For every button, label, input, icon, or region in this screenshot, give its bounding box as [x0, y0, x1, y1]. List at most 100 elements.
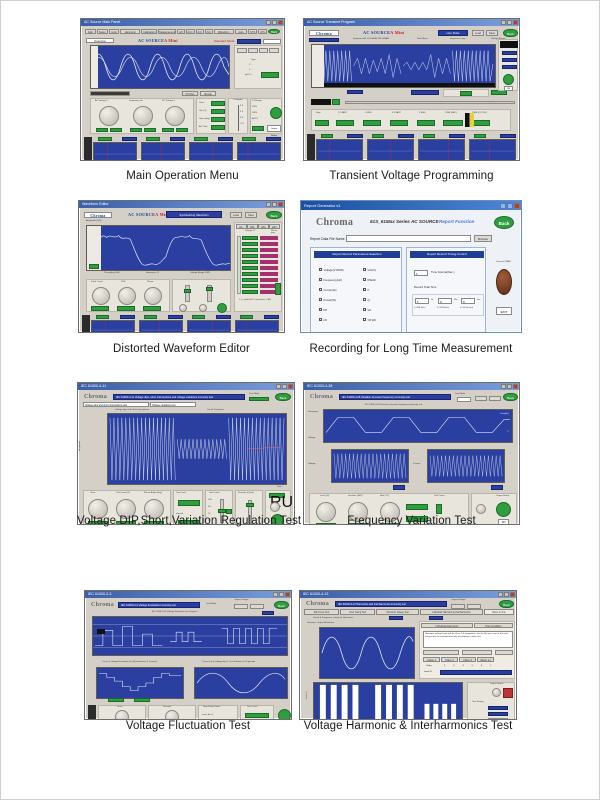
save-button[interactable] [489, 396, 501, 401]
duration-knob[interactable] [348, 502, 368, 522]
tab-individual-harmonic[interactable]: Individual Harmonic & Interharmonics [419, 609, 484, 615]
tab-over-swing[interactable]: Over Swing Test [340, 609, 376, 615]
output-indicator[interactable] [496, 502, 511, 517]
app-window[interactable]: IEC 61000-4-11 Chroma IEC 61000-4-11 Vol… [77, 382, 295, 525]
curve-button[interactable] [245, 713, 269, 718]
checkbox-icon[interactable] [319, 308, 322, 312]
scope-harmonic-toggle[interactable] [242, 137, 256, 141]
time-interval-input[interactable]: 1 [414, 270, 428, 276]
control-value[interactable] [443, 120, 463, 126]
toolbar-item[interactable]: Edit [85, 29, 96, 34]
close-icon[interactable] [285, 592, 290, 597]
harmonic-tab[interactable]: H1-H10 [236, 224, 247, 229]
checkbox-icon[interactable] [363, 268, 366, 271]
checkbox-icon[interactable] [363, 288, 366, 292]
close-icon[interactable] [288, 384, 293, 389]
stop-button[interactable] [271, 514, 284, 524]
phase-angle-knob[interactable] [144, 499, 164, 519]
checkbox-item[interactable]: Vdc(V) [363, 268, 376, 272]
checkbox-icon[interactable] [319, 298, 322, 302]
browse-button[interactable]: Browse [474, 235, 492, 242]
test-mode-value[interactable] [457, 397, 471, 402]
load-button[interactable]: Load [230, 212, 242, 218]
toolbar-item[interactable]: UTIL [258, 29, 268, 34]
hour-input[interactable]: 1 [415, 298, 429, 304]
exit-button[interactable]: EXIT [496, 307, 512, 315]
checkbox-item[interactable]: Power(W) [319, 298, 344, 302]
knob-value[interactable] [143, 306, 161, 311]
title-bar[interactable]: IEC 61000-4-11 [78, 383, 294, 390]
close-icon[interactable] [510, 592, 515, 597]
toolbar[interactable]: Edit Setup Help Harmonic Meas. Calibrati… [82, 27, 283, 36]
maximize-icon[interactable] [507, 202, 513, 209]
maximize-icon[interactable] [282, 384, 287, 389]
toolbar-item[interactable]: Harmonic Meas. [120, 29, 141, 34]
control-value[interactable] [336, 120, 354, 126]
scope-power-toggle[interactable] [194, 137, 208, 141]
toolbar-item[interactable]: Help [108, 29, 120, 34]
apply-button[interactable] [217, 303, 227, 313]
second-input[interactable]: 0 [461, 298, 475, 304]
title-bar[interactable]: AC Source Main Panel [81, 19, 284, 26]
knob-step[interactable] [110, 128, 122, 132]
scope-toggle[interactable] [192, 315, 205, 319]
minute-input[interactable]: 0 [438, 298, 452, 304]
fundamental-level-knob[interactable] [92, 287, 110, 305]
sub-tab-individual-harmonic[interactable]: Individual Harmonic [421, 623, 473, 628]
title-bar[interactable]: Report Generator v1 [301, 201, 521, 210]
toolbar-item[interactable]: Measurement [158, 29, 177, 34]
knob-value[interactable] [348, 523, 368, 524]
checkbox-item[interactable]: Q [363, 298, 376, 302]
app-window[interactable]: Waveform Editor Chroma AC SOURCEA Mini S… [78, 200, 285, 333]
app-window[interactable]: AC Source Main Panel Edit Setup Help Har… [80, 18, 285, 161]
class-tab[interactable]: Class 1 [423, 657, 440, 662]
checkbox-item[interactable]: Current(A) [319, 288, 344, 292]
config-button[interactable] [495, 650, 513, 655]
scope-toggle[interactable] [321, 134, 333, 138]
scope-toggle[interactable] [96, 315, 109, 319]
class-tab[interactable]: Class 2 [441, 657, 458, 662]
run-button[interactable] [460, 91, 472, 96]
setting-field[interactable] [389, 616, 403, 620]
output-on-off-button[interactable] [503, 74, 514, 85]
scope-tabs[interactable]: V/I Disp Result [182, 91, 242, 96]
slider-thumb[interactable] [184, 289, 191, 293]
control-value[interactable] [390, 120, 408, 126]
title-bar[interactable]: Waveform Editor [79, 201, 284, 208]
app-window[interactable]: AC Source Transient Program Chroma AC SO… [303, 18, 520, 161]
test-setting-field[interactable] [488, 712, 508, 716]
tab-meter-on-line[interactable]: Meter on line [484, 609, 515, 615]
config-button[interactable] [423, 650, 459, 655]
checkbox-item[interactable]: CF [319, 318, 344, 322]
tab-flat-curve[interactable]: Flat Curve Test [304, 609, 340, 615]
slider-thumb[interactable] [246, 503, 254, 507]
save-button[interactable]: Save [245, 212, 257, 218]
checkbox-icon[interactable] [319, 278, 322, 282]
checkbox-item[interactable]: %THD [363, 318, 376, 322]
minimize-icon[interactable] [500, 202, 506, 209]
app-window[interactable]: IEC 61000-4-13 Chroma IEC 61000-4-13 Har… [299, 590, 517, 720]
checkbox-icon[interactable] [319, 268, 322, 271]
class-tab[interactable]: Meter on Line [477, 657, 494, 662]
title-bar[interactable]: IEC 61000-3-3 [85, 591, 291, 598]
output-indicator[interactable] [278, 709, 291, 719]
overview-tab[interactable]: Overview [86, 38, 114, 43]
back-button[interactable]: Back [503, 29, 518, 37]
control-value[interactable] [417, 120, 435, 126]
checkbox-icon[interactable] [319, 288, 322, 292]
knob-value[interactable] [117, 306, 135, 311]
duration-knob[interactable] [165, 710, 179, 719]
level-knob[interactable] [316, 502, 336, 522]
class-knob[interactable] [88, 499, 108, 519]
test-mode-value[interactable] [249, 397, 269, 401]
knob-value[interactable] [116, 521, 136, 524]
sub-tab-test-condition[interactable]: Test Condition [473, 623, 513, 628]
checkbox-item[interactable]: Frequency(Hz) [319, 278, 344, 282]
checkbox-icon[interactable] [363, 308, 366, 312]
back-button[interactable]: Back [503, 393, 518, 401]
minimize-icon[interactable] [498, 592, 503, 597]
toolbar-item[interactable]: Auto Seq. [234, 29, 248, 34]
scope-toggle[interactable] [423, 134, 435, 138]
sequence-slider[interactable] [311, 99, 515, 107]
title-bar[interactable]: AC Source Transient Program [304, 19, 519, 26]
